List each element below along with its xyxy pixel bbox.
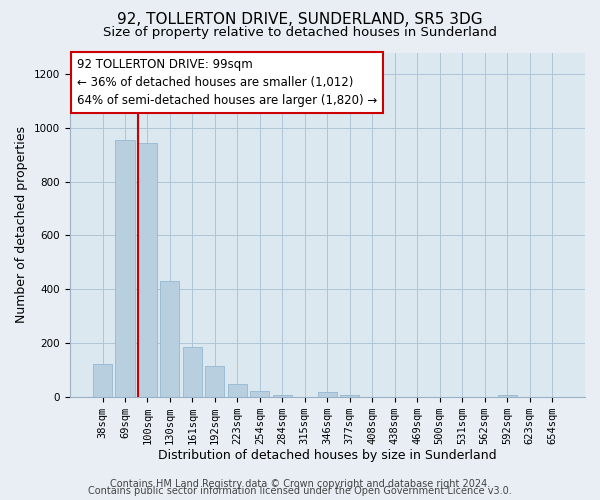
Bar — [93, 364, 112, 396]
Text: Contains HM Land Registry data © Crown copyright and database right 2024.: Contains HM Land Registry data © Crown c… — [110, 479, 490, 489]
Bar — [115, 140, 134, 396]
X-axis label: Distribution of detached houses by size in Sunderland: Distribution of detached houses by size … — [158, 450, 497, 462]
Bar — [318, 392, 337, 396]
Bar — [183, 347, 202, 397]
Bar — [205, 366, 224, 396]
Text: Contains public sector information licensed under the Open Government Licence v3: Contains public sector information licen… — [88, 486, 512, 496]
Text: 92, TOLLERTON DRIVE, SUNDERLAND, SR5 3DG: 92, TOLLERTON DRIVE, SUNDERLAND, SR5 3DG — [117, 12, 483, 28]
Bar — [497, 394, 517, 396]
Text: Size of property relative to detached houses in Sunderland: Size of property relative to detached ho… — [103, 26, 497, 39]
Y-axis label: Number of detached properties: Number of detached properties — [15, 126, 28, 323]
Bar — [138, 142, 157, 396]
Text: 92 TOLLERTON DRIVE: 99sqm
← 36% of detached houses are smaller (1,012)
64% of se: 92 TOLLERTON DRIVE: 99sqm ← 36% of detac… — [77, 58, 377, 106]
Bar — [250, 392, 269, 396]
Bar — [228, 384, 247, 396]
Bar — [160, 281, 179, 396]
